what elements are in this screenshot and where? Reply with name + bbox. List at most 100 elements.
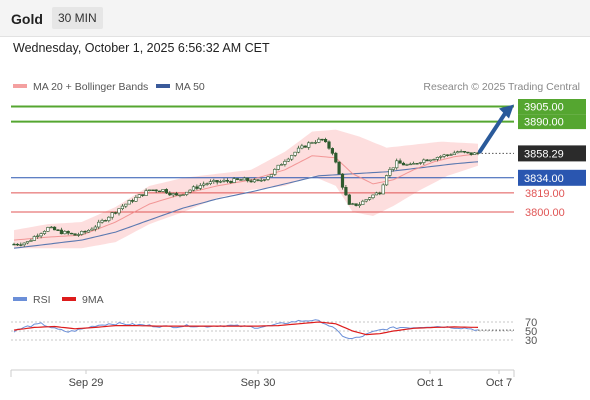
level-label-3905.00: 3905.00 — [518, 99, 586, 114]
candle-body — [269, 174, 274, 178]
level-label-3819.00: 3819.00 — [525, 188, 565, 200]
candle-body — [442, 154, 446, 157]
candle-body — [262, 179, 267, 181]
candle-body — [124, 203, 128, 207]
candle-body — [232, 178, 236, 183]
candle-body — [103, 220, 107, 222]
candle-body — [422, 159, 426, 163]
candle-body — [32, 236, 36, 241]
candle-body — [418, 162, 423, 164]
candle — [110, 211, 114, 220]
candle-body — [25, 241, 30, 244]
candle — [449, 153, 453, 156]
candle-body — [300, 145, 304, 149]
candle-body — [340, 173, 345, 188]
candle — [290, 154, 294, 161]
candle-body — [110, 212, 114, 218]
candle-body — [357, 204, 362, 207]
candle — [175, 191, 179, 196]
rsi-legend-swatch — [13, 297, 27, 301]
candle-body — [15, 243, 20, 246]
candle — [334, 151, 338, 164]
candle-body — [347, 194, 351, 205]
candle — [367, 197, 372, 201]
candle — [246, 177, 250, 183]
candle — [391, 167, 395, 172]
candle-body — [63, 231, 67, 235]
candle-body — [344, 187, 348, 196]
candle-body — [73, 233, 77, 236]
candle — [151, 189, 155, 191]
candle — [296, 145, 301, 154]
candle — [374, 191, 379, 196]
candle-body — [97, 221, 101, 228]
candle — [242, 176, 246, 181]
candle-body — [222, 180, 226, 182]
candle-body — [398, 160, 402, 164]
x-tick-label: Oct 7 — [486, 377, 512, 389]
level-label-text: 3858.29 — [524, 148, 564, 160]
candle — [42, 230, 47, 235]
candle — [76, 232, 80, 237]
candle-body — [452, 152, 456, 155]
rsi-ma-legend-label: 9MA — [82, 294, 104, 306]
candle — [195, 184, 199, 191]
candle-body — [472, 152, 477, 155]
candle-body — [188, 189, 192, 193]
candle — [456, 150, 460, 154]
candle — [330, 147, 335, 156]
candle — [388, 167, 392, 178]
ma20-line — [13, 153, 479, 241]
candle — [286, 157, 290, 162]
candle — [86, 229, 91, 233]
candle — [66, 230, 70, 236]
candle — [378, 191, 382, 196]
candle-body — [395, 160, 399, 169]
candle — [435, 156, 440, 162]
candle-body — [317, 138, 321, 143]
candle — [222, 178, 226, 183]
candle — [235, 178, 240, 181]
candle-body — [374, 192, 379, 196]
candle-body — [425, 159, 429, 162]
candle — [117, 208, 121, 216]
candle — [232, 177, 236, 183]
candle — [469, 152, 473, 156]
candle — [327, 140, 331, 150]
candle — [161, 189, 165, 193]
candle-body — [259, 179, 263, 182]
candle-body — [93, 226, 97, 230]
level-label-3834.00: 3834.00 — [518, 169, 586, 186]
candle — [212, 178, 216, 184]
candle — [147, 189, 152, 192]
rsi-ma-legend-swatch — [62, 297, 76, 301]
candle-body — [12, 243, 16, 246]
candle — [472, 152, 477, 155]
candle-body — [168, 192, 172, 196]
asset-title: Gold — [11, 11, 43, 27]
timeframe-button[interactable]: 30 MIN — [52, 7, 103, 29]
candle — [46, 226, 50, 232]
candle — [313, 140, 318, 145]
candle — [256, 179, 260, 182]
candle-body — [303, 145, 307, 148]
candle — [239, 178, 243, 181]
candle — [262, 179, 267, 182]
candle-body — [323, 139, 328, 143]
candle — [415, 163, 419, 165]
ma20-legend-label: MA 20 + Bollinger Bands — [33, 81, 148, 93]
candle-body — [114, 212, 118, 214]
price-plot: 3905.00 3890.00 3858.29 3834.00 3819.00 3800.… — [11, 99, 586, 249]
candle — [381, 183, 385, 195]
candle — [181, 194, 185, 196]
candle-body — [83, 231, 87, 233]
candle — [191, 185, 196, 192]
candle — [317, 137, 321, 144]
candle — [80, 230, 84, 236]
candle — [205, 182, 209, 186]
candle-body — [178, 194, 182, 197]
candle-body — [151, 189, 155, 191]
candle-body — [334, 152, 338, 163]
candle-body — [29, 240, 33, 242]
rsi-tick-label: 50 — [525, 326, 537, 338]
